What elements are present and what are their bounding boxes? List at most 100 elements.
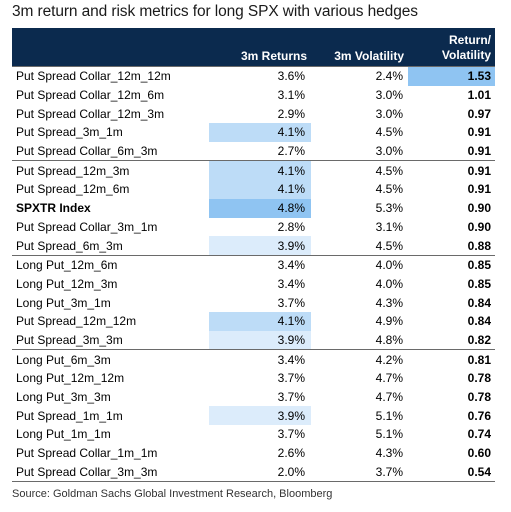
hedge-metrics-table: 3m Returns 3m Volatility Return/ Volatil… — [12, 28, 495, 483]
cell-strategy-name: Long Put_6m_3m — [12, 349, 209, 369]
cell-return-volatility: 0.60 — [467, 446, 491, 461]
header-return-volatility: Return/ Volatility — [408, 28, 495, 67]
cell-3m-volatility: 4.5% — [311, 160, 408, 181]
hedge-metrics-table-wrap: 3m Returns 3m Volatility Return/ Volatil… — [12, 28, 495, 483]
cell-3m-volatility: 4.8% — [375, 332, 403, 347]
table-row: Put Spread_12m_6m 4.1% 4.5% 0.91 — [12, 180, 495, 199]
cell-3m-returns: 3.4% — [209, 349, 311, 369]
table-row: SPXTR Index 4.8% 5.3% 0.90 — [12, 198, 495, 218]
cell-3m-returns: 3.7% — [277, 427, 305, 442]
cell-strategy-name: Put Spread Collar_3m_3m — [12, 462, 209, 483]
cell-strategy-name: Put Spread_3m_3m — [16, 332, 123, 347]
cell-3m-returns: 3.7% — [277, 390, 305, 405]
table-row: Put Spread_12m_12m 4.1% 4.9% 0.84 — [12, 311, 495, 331]
cell-3m-volatility: 5.3% — [375, 201, 403, 216]
cell-3m-returns: 3.4% — [209, 254, 311, 275]
table-row: Put Spread_12m_3m 4.1% 4.5% 0.91 — [12, 160, 495, 181]
header-row: 3m Returns 3m Volatility Return/ Volatil… — [12, 28, 495, 67]
header-strategy — [12, 28, 209, 67]
cell-strategy-name: Put Spread_6m_3m — [16, 238, 123, 253]
cell-strategy-name: Put Spread_1m_1m — [16, 408, 123, 423]
table-row: Put Spread Collar_3m_1m 2.8% 3.1% 0.90 — [12, 218, 495, 237]
cell-strategy-name: SPXTR Index — [16, 201, 91, 216]
cell-3m-volatility: 4.5% — [375, 238, 403, 253]
table-row: Put Spread Collar_12m_6m 3.1% 3.0% 1.01 — [12, 86, 495, 105]
table-row: Long Put_6m_3m 3.4% 4.2% 0.81 — [12, 349, 495, 369]
cell-3m-returns: 4.1% — [209, 311, 311, 331]
cell-3m-volatility: 3.7% — [311, 462, 408, 483]
cell-3m-volatility: 4.9% — [375, 314, 403, 329]
cell-3m-volatility: 3.0% — [375, 88, 403, 103]
cell-3m-volatility: 4.0% — [375, 276, 403, 291]
table-row: Long Put_12m_12m 3.7% 4.7% 0.78 — [12, 369, 495, 388]
cell-3m-returns: 2.8% — [277, 219, 305, 234]
cell-return-volatility: 0.91 — [467, 144, 491, 159]
table-header: 3m Returns 3m Volatility Return/ Volatil… — [12, 28, 495, 67]
cell-3m-returns: 2.6% — [277, 446, 305, 461]
cell-strategy-name: Put Spread_12m_12m — [16, 314, 137, 329]
cell-return-volatility: 0.91 — [408, 160, 495, 181]
cell-return-volatility: 0.90 — [467, 219, 491, 234]
cell-3m-volatility: 3.0% — [375, 106, 403, 121]
cell-3m-returns: 4.1% — [209, 160, 311, 181]
cell-return-volatility: 0.76 — [467, 408, 491, 423]
cell-strategy-name: Put Spread Collar_1m_1m — [16, 446, 158, 461]
table-body: Put Spread Collar_12m_12m 3.6% 2.4% 1.53 Put… — [12, 65, 495, 483]
cell-return-volatility: 0.81 — [408, 349, 495, 369]
table-row: Put Spread Collar_3m_3m 2.0% 3.7% 0.54 — [12, 462, 495, 483]
cell-return-volatility: 0.85 — [467, 276, 491, 291]
cell-3m-returns: 3.7% — [277, 371, 305, 386]
cell-return-volatility: 0.78 — [467, 390, 491, 405]
cell-3m-volatility: 4.0% — [311, 254, 408, 275]
cell-return-volatility: 0.91 — [467, 125, 491, 140]
cell-return-volatility: 0.85 — [408, 254, 495, 275]
cell-3m-volatility: 3.0% — [375, 144, 403, 159]
cell-3m-returns: 3.4% — [277, 276, 305, 291]
cell-strategy-name: Put Spread Collar_6m_3m — [16, 144, 158, 159]
table-row: Long Put_12m_3m 3.4% 4.0% 0.85 — [12, 275, 495, 294]
cell-return-volatility: 0.82 — [467, 332, 491, 347]
header-ratio-line2: Volatility — [441, 48, 491, 62]
cell-return-volatility: 0.84 — [467, 295, 491, 310]
cell-3m-returns: 3.1% — [277, 88, 305, 103]
header-ratio-line1: Return/ — [449, 33, 491, 47]
cell-strategy-name: Put Spread_3m_1m — [16, 125, 123, 140]
cell-strategy-name: Put Spread Collar_12m_12m — [12, 65, 209, 86]
cell-return-volatility: 1.53 — [408, 65, 495, 86]
table-row: Put Spread Collar_1m_1m 2.6% 4.3% 0.60 — [12, 444, 495, 463]
cell-3m-volatility: 4.3% — [375, 295, 403, 310]
table-row: Long Put_1m_1m 3.7% 5.1% 0.74 — [12, 425, 495, 444]
cell-3m-volatility: 4.7% — [375, 371, 403, 386]
header-3m-volatility: 3m Volatility — [334, 49, 404, 63]
cell-3m-volatility: 4.7% — [375, 390, 403, 405]
table-row: Long Put_12m_6m 3.4% 4.0% 0.85 — [12, 254, 495, 275]
header-3m-returns: 3m Returns — [240, 49, 307, 63]
cell-strategy-name: Put Spread_12m_6m — [16, 182, 130, 197]
cell-return-volatility: 0.97 — [467, 106, 491, 121]
cell-strategy-name: Put Spread_12m_3m — [12, 160, 209, 181]
table-row: Long Put_3m_3m 3.7% 4.7% 0.78 — [12, 388, 495, 407]
cell-return-volatility: 0.84 — [467, 314, 491, 329]
cell-strategy-name: Long Put_12m_3m — [16, 276, 118, 291]
table-row: Put Spread Collar_6m_3m 2.7% 3.0% 0.91 — [12, 142, 495, 161]
table-row: Put Spread_6m_3m 3.9% 4.5% 0.88 — [12, 236, 495, 256]
table-row: Put Spread_3m_3m 3.9% 4.8% 0.82 — [12, 330, 495, 350]
table-row: Put Spread Collar_12m_3m 2.9% 3.0% 0.97 — [12, 104, 495, 123]
cell-3m-volatility: 5.1% — [375, 427, 403, 442]
cell-return-volatility: 0.74 — [467, 427, 491, 442]
cell-strategy-name: Long Put_1m_1m — [16, 427, 111, 442]
cell-3m-returns: 4.1% — [209, 123, 311, 142]
cell-3m-volatility: 3.1% — [375, 219, 403, 234]
chart-title: 3m return and risk metrics for long SPX … — [12, 3, 418, 20]
cell-3m-returns: 3.9% — [209, 330, 311, 350]
cell-3m-volatility: 4.2% — [311, 349, 408, 369]
cell-strategy-name: Long Put_3m_3m — [16, 390, 111, 405]
table-row: Long Put_3m_1m 3.7% 4.3% 0.84 — [12, 293, 495, 312]
cell-3m-returns: 3.9% — [209, 236, 311, 256]
cell-strategy-name: Put Spread Collar_12m_3m — [16, 106, 165, 121]
cell-3m-returns: 3.9% — [209, 406, 311, 426]
cell-strategy-name: Long Put_12m_6m — [12, 254, 209, 275]
cell-3m-returns: 2.0% — [209, 462, 311, 483]
cell-return-volatility: 0.90 — [467, 201, 491, 216]
cell-return-volatility: 1.01 — [467, 88, 491, 103]
